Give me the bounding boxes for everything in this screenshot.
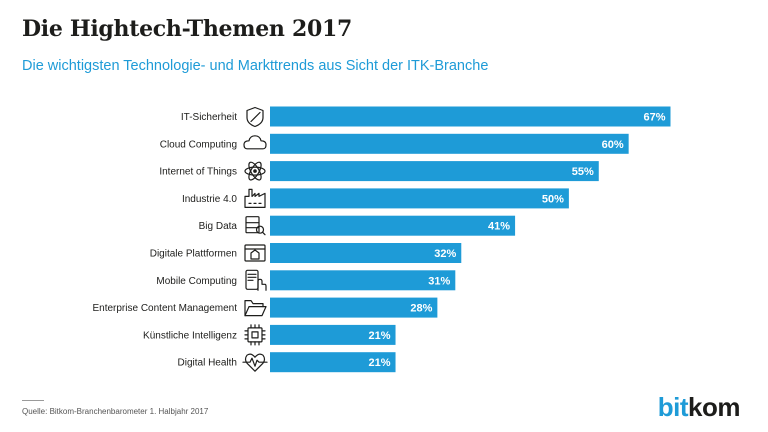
chart-subtitle: Die wichtigsten Technologie- und Markttr… [22,58,489,74]
platform-icon [244,244,266,262]
bar [270,352,396,373]
category-label: Mobile Computing [156,276,237,287]
bar [270,161,599,182]
data-label: 21% [368,330,390,342]
bar [270,270,456,291]
data-label: 28% [410,303,432,315]
mobile-touch-icon [245,269,267,291]
category-label: IT-Sicherheit [181,112,237,123]
data-label: 55% [572,166,594,178]
chart-title: Die Hightech-Themen 2017 [22,16,352,42]
bar [270,133,629,154]
category-label: Digital Health [178,358,237,369]
bar [270,106,671,127]
folder-icon [244,300,267,317]
footer-divider [22,400,44,401]
bar [270,297,438,318]
category-label: Big Data [199,221,238,232]
data-label: 60% [602,139,624,151]
data-label: 32% [434,248,456,260]
category-label: Internet of Things [159,167,237,178]
chip-icon [244,324,266,346]
factory-icon [244,188,266,208]
bar [270,188,569,209]
source-note: Quelle: Bitkom-Branchenbarometer 1. Halb… [22,407,209,416]
bitkom-logo: bitkom [657,392,741,422]
cloud-icon [243,135,267,150]
heart-pulse-icon [242,353,268,372]
database-search-icon [245,216,266,236]
bar [270,324,396,345]
bar [270,243,462,263]
bar [270,215,516,236]
data-label: 67% [643,112,665,124]
data-label: 31% [428,275,450,287]
atom-icon [244,161,266,181]
category-label: Cloud Computing [160,139,237,150]
data-label: 50% [542,193,564,205]
category-label: Industrie 4.0 [182,194,237,205]
category-label: Enterprise Content Management [92,303,237,314]
category-label: Digitale Plattformen [150,249,237,260]
shield-icon [246,106,264,128]
data-label: 21% [368,357,390,369]
category-label: Künstliche Intelligenz [143,330,237,341]
data-label: 41% [488,221,510,233]
